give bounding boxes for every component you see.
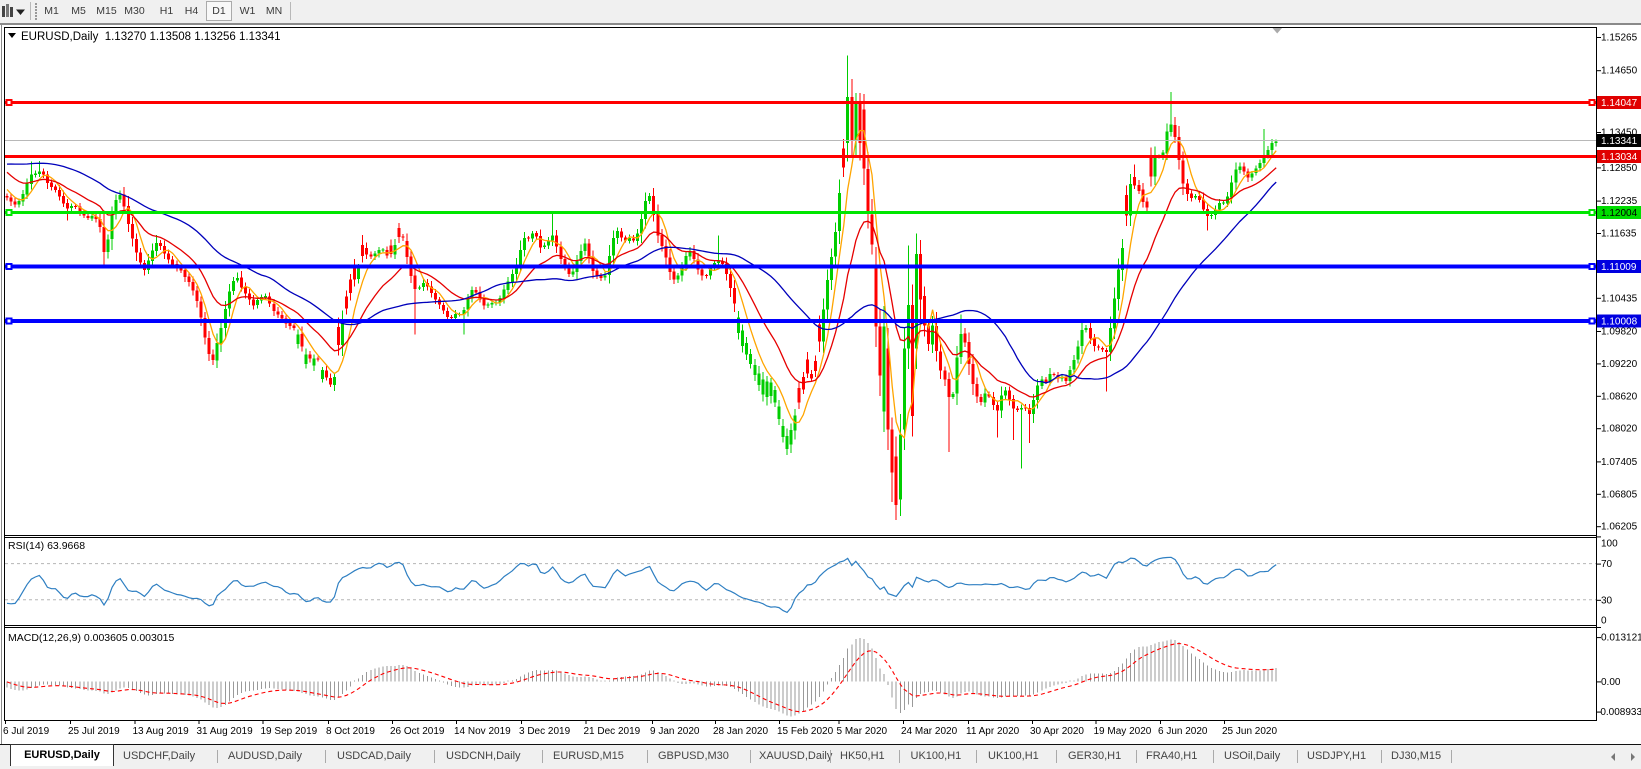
svg-text:31 Aug 2019: 31 Aug 2019 [197, 726, 254, 737]
svg-text:28 Jan 2020: 28 Jan 2020 [713, 726, 768, 737]
svg-text:11 Apr 2020: 11 Apr 2020 [966, 726, 1020, 737]
svg-text:1.11009: 1.11009 [1601, 262, 1637, 273]
svg-text:EURUSD,Daily 1.13270 1.13508: EURUSD,Daily 1.13270 1.13508 1.13256 1.1… [21, 31, 281, 43]
svg-text:1.07405: 1.07405 [1601, 457, 1638, 468]
svg-text:1.14047: 1.14047 [1601, 98, 1638, 109]
svg-text:1.09220: 1.09220 [1601, 359, 1638, 370]
svg-text:0.013121: 0.013121 [1601, 633, 1641, 644]
svg-text:1.08020: 1.08020 [1601, 424, 1638, 435]
svg-text:21 Dec 2019: 21 Dec 2019 [584, 726, 641, 737]
svg-text:24 Mar 2020: 24 Mar 2020 [901, 726, 958, 737]
svg-text:3 Dec 2019: 3 Dec 2019 [519, 726, 571, 737]
svg-text:9 Jan 2020: 9 Jan 2020 [650, 726, 700, 737]
svg-text:8 Oct 2019: 8 Oct 2019 [326, 726, 375, 737]
svg-text:1.12004: 1.12004 [1601, 208, 1638, 219]
svg-text:-0.008933: -0.008933 [1597, 707, 1641, 718]
svg-text:1.10008: 1.10008 [1601, 317, 1638, 328]
svg-text:1.06805: 1.06805 [1601, 489, 1638, 500]
svg-text:1.13034: 1.13034 [1601, 152, 1638, 163]
svg-text:6 Jul 2019: 6 Jul 2019 [3, 726, 50, 737]
svg-text:1.12235: 1.12235 [1601, 196, 1638, 207]
svg-text:1.14650: 1.14650 [1601, 66, 1638, 77]
svg-text:0: 0 [1601, 616, 1607, 627]
svg-text:15 Feb 2020: 15 Feb 2020 [777, 726, 834, 737]
svg-text:1.15265: 1.15265 [1601, 33, 1638, 44]
svg-text:14 Nov 2019: 14 Nov 2019 [454, 726, 511, 737]
svg-text:5 Mar 2020: 5 Mar 2020 [837, 726, 888, 737]
svg-text:1.13450: 1.13450 [1601, 128, 1638, 139]
svg-text:30: 30 [1601, 595, 1613, 606]
svg-text:70: 70 [1601, 559, 1613, 570]
svg-text:1.12850: 1.12850 [1601, 163, 1638, 174]
svg-text:19 Sep 2019: 19 Sep 2019 [261, 726, 318, 737]
svg-text:6 Jun 2020: 6 Jun 2020 [1158, 726, 1208, 737]
svg-text:30 Apr 2020: 30 Apr 2020 [1030, 726, 1084, 737]
svg-text:19 May 2020: 19 May 2020 [1094, 726, 1152, 737]
svg-text:13 Aug 2019: 13 Aug 2019 [133, 726, 190, 737]
svg-text:MACD(12,26,9) 0.003605 0.00301: MACD(12,26,9) 0.003605 0.003015 [8, 632, 175, 644]
svg-text:1.11635: 1.11635 [1601, 229, 1637, 240]
svg-text:1.08620: 1.08620 [1601, 391, 1638, 402]
svg-text:25 Jun 2020: 25 Jun 2020 [1222, 726, 1277, 737]
svg-text:25 Jul 2019: 25 Jul 2019 [68, 726, 120, 737]
svg-text:1.09820: 1.09820 [1601, 327, 1638, 338]
svg-text:1.10435: 1.10435 [1601, 293, 1638, 304]
svg-text:26 Oct 2019: 26 Oct 2019 [390, 726, 445, 737]
svg-text:1.13341: 1.13341 [1601, 136, 1638, 147]
svg-text:0.00: 0.00 [1601, 677, 1621, 688]
svg-text:100: 100 [1601, 539, 1618, 550]
svg-text:RSI(14) 63.9668: RSI(14) 63.9668 [8, 540, 85, 552]
svg-text:1.06205: 1.06205 [1601, 522, 1638, 533]
